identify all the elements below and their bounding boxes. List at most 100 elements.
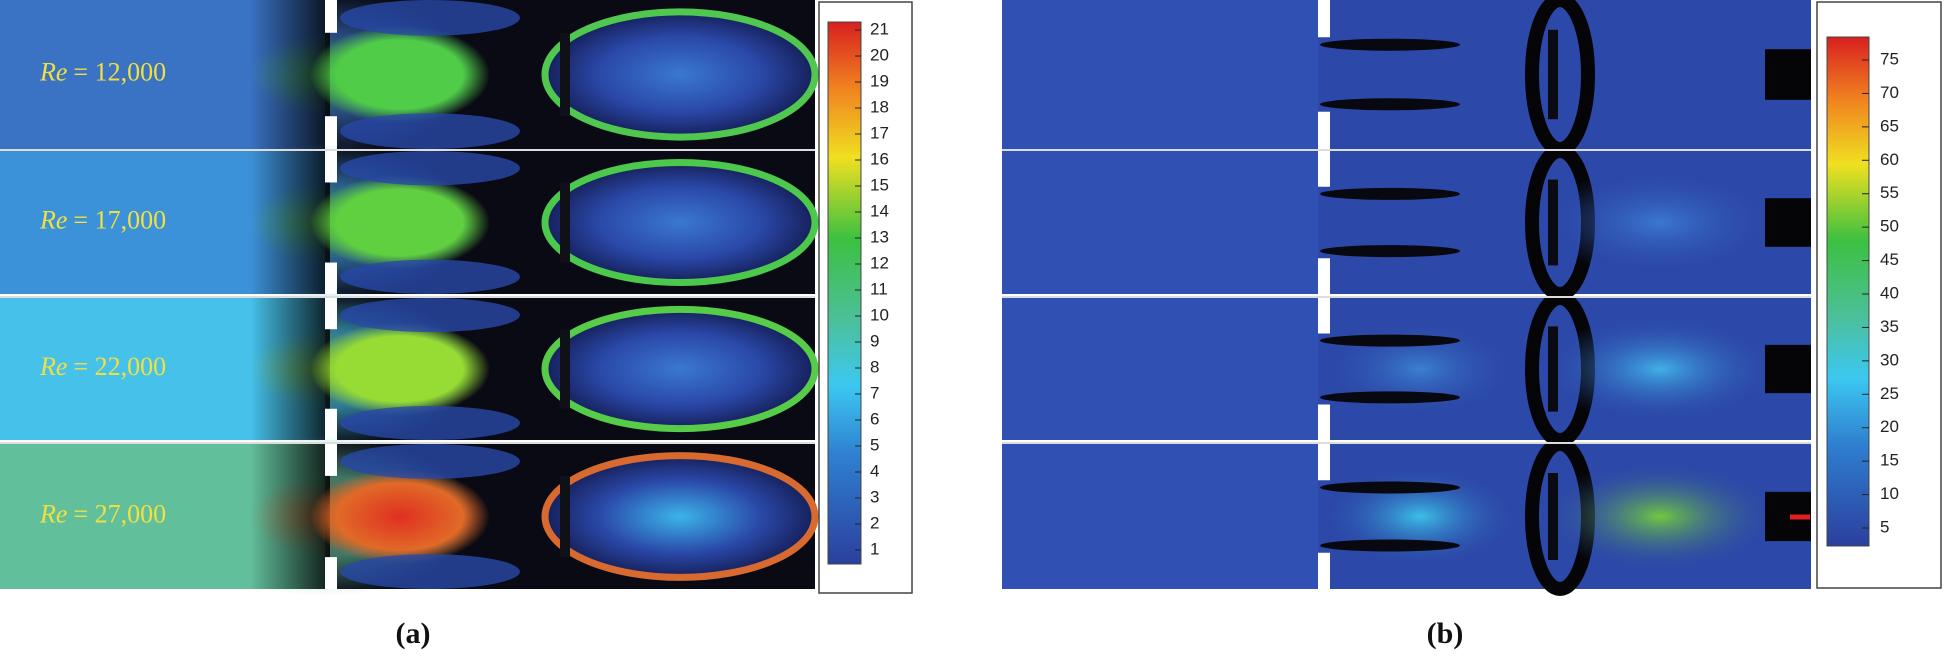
colorbar-label: 15 <box>870 175 889 194</box>
colorbar-label: 3 <box>870 487 879 506</box>
outlet-dark <box>1765 198 1811 247</box>
colorbar-label: 4 <box>870 461 879 480</box>
nozzle-wall <box>325 151 337 183</box>
re-label: Re = 17,000 <box>39 205 166 234</box>
shear-lower <box>1320 98 1460 111</box>
colorbar-label: 15 <box>1880 451 1899 470</box>
re-value: = 17,000 <box>73 205 166 234</box>
nozzle-wall <box>1318 298 1330 334</box>
shear-upper <box>1320 187 1460 200</box>
colorbar <box>1826 36 1870 547</box>
jet-core <box>310 468 490 565</box>
colorbar-label: 13 <box>870 227 889 246</box>
jet-core <box>310 322 490 416</box>
jet-core <box>1320 319 1520 419</box>
caption: (a) <box>396 617 431 650</box>
row-separator <box>1002 442 1811 444</box>
lower-lobe <box>340 259 520 294</box>
re-symbol: Re <box>39 352 67 381</box>
nozzle-wall <box>325 408 337 440</box>
lower-lobe <box>340 554 520 589</box>
colorbar-label: 10 <box>870 305 889 324</box>
downstream-field <box>1540 461 1780 572</box>
colorbar-label: 65 <box>1880 116 1899 135</box>
recirculation-ring <box>541 305 819 433</box>
outlet-peak <box>1790 514 1810 520</box>
colorbar-label: 14 <box>870 201 889 220</box>
nozzle-wall <box>325 116 337 149</box>
baffle <box>560 182 570 263</box>
nozzle-wall <box>1318 258 1330 294</box>
colorbar-label: 30 <box>1880 350 1899 369</box>
shear-upper <box>1320 334 1460 347</box>
colorbar-label: 17 <box>870 123 889 142</box>
inlet-field <box>1002 0 1318 149</box>
recirculation-ring <box>541 8 819 141</box>
jet-core <box>310 175 490 270</box>
jet-core <box>1320 465 1520 568</box>
colorbar-label: 5 <box>870 435 879 454</box>
nozzle-wall <box>1318 0 1330 38</box>
colorbar-label: 75 <box>1880 49 1899 68</box>
re-symbol: Re <box>39 499 67 528</box>
colorbar-label: 40 <box>1880 283 1899 302</box>
row-separator <box>0 296 815 298</box>
colorbar-label: 19 <box>870 71 889 90</box>
baffle <box>1548 179 1558 266</box>
baffle <box>560 329 570 409</box>
colorbar-label: 60 <box>1880 150 1899 169</box>
nozzle-wall <box>1318 552 1330 589</box>
row-separator <box>1002 149 1811 151</box>
re-value: = 27,000 <box>73 499 166 528</box>
baffle <box>1548 29 1558 120</box>
shear-lower <box>1320 245 1460 258</box>
colorbar-label: 5 <box>1880 517 1889 536</box>
colorbar-label: 7 <box>870 383 879 402</box>
inlet-field <box>1002 151 1318 294</box>
nozzle-wall <box>325 444 337 476</box>
re-label: Re = 12,000 <box>39 57 166 86</box>
re-value: = 12,000 <box>73 57 166 86</box>
shear-lower <box>1320 539 1460 552</box>
colorbar-label: 20 <box>1880 417 1899 436</box>
inlet-field <box>1002 444 1318 589</box>
jet-core <box>310 25 490 124</box>
colorbar-label: 25 <box>1880 384 1899 403</box>
colorbar-label: 20 <box>870 45 889 64</box>
baffle <box>560 475 570 558</box>
outlet-dark <box>1765 344 1811 394</box>
re-label: Re = 27,000 <box>39 499 166 528</box>
nozzle-wall <box>325 557 337 589</box>
colorbar-label: 45 <box>1880 250 1899 269</box>
baffle <box>1548 473 1558 560</box>
shear-lower <box>1320 391 1460 404</box>
caption: (b) <box>1427 617 1464 650</box>
lower-lobe <box>340 405 520 440</box>
nozzle-wall <box>1318 111 1330 149</box>
colorbar-label: 18 <box>870 97 889 116</box>
nozzle-wall <box>1318 404 1330 440</box>
upper-lobe <box>340 151 520 186</box>
colorbar-label: 8 <box>870 357 879 376</box>
downstream-field <box>1540 315 1780 423</box>
colorbar-label: 11 <box>870 279 888 298</box>
nozzle-wall <box>1318 151 1330 187</box>
shear-upper <box>1320 481 1460 494</box>
colorbar-label: 12 <box>870 253 889 272</box>
row-separator <box>0 149 815 151</box>
outlet-dark <box>1765 49 1811 100</box>
recirculation-ring <box>541 158 819 287</box>
nozzle-wall <box>1318 444 1330 481</box>
re-value: = 22,000 <box>73 352 166 381</box>
upper-lobe <box>340 298 520 333</box>
re-symbol: Re <box>39 205 67 234</box>
recirculation-ring <box>541 452 819 581</box>
colorbar-label: 35 <box>1880 317 1899 336</box>
nozzle-wall <box>325 0 337 33</box>
re-label: Re = 22,000 <box>39 352 166 381</box>
baffle <box>560 32 570 117</box>
row-separator <box>0 442 815 444</box>
row-separator <box>1002 296 1811 298</box>
